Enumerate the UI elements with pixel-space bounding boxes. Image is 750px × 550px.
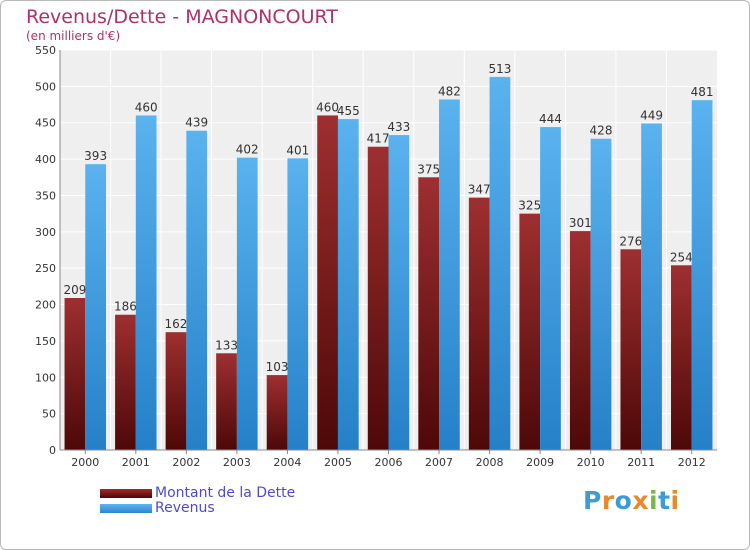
data-label-revenus: 401	[286, 143, 309, 157]
x-tick-label: 2000	[71, 456, 99, 469]
y-tick-label: 500	[35, 80, 56, 93]
bar-dette	[671, 265, 692, 450]
bar-revenus	[691, 100, 713, 450]
x-tick-label: 2001	[122, 456, 150, 469]
data-label-dette: 133	[215, 338, 238, 352]
legend-swatch-dette	[100, 489, 152, 498]
x-tick-label: 2003	[223, 456, 251, 469]
bar-revenus	[641, 123, 662, 451]
y-tick-label: 300	[35, 226, 56, 239]
data-label-dette: 375	[417, 162, 440, 176]
data-label-revenus: 444	[539, 112, 562, 126]
data-label-revenus: 393	[84, 149, 107, 163]
logo-letter: i	[649, 486, 659, 515]
data-label-dette: 209	[63, 283, 86, 297]
legend-label-revenus: Revenus	[155, 500, 215, 516]
data-label-revenus: 460	[135, 100, 158, 114]
bar-dette	[569, 231, 591, 450]
x-tick-label: 2009	[526, 456, 554, 469]
bar-dette	[418, 177, 440, 451]
bar-revenus	[439, 99, 460, 451]
x-tick-label: 2005	[324, 456, 352, 469]
y-tick-label: 250	[35, 262, 56, 275]
data-label-dette: 186	[114, 300, 137, 314]
bar-revenus	[388, 135, 410, 450]
y-tick-label: 50	[42, 408, 56, 421]
x-tick-label: 2008	[476, 456, 504, 469]
data-label-dette: 276	[619, 234, 642, 248]
bar-dette	[115, 314, 136, 450]
y-tick-label: 550	[35, 44, 56, 57]
y-tick-label: 0	[49, 444, 56, 457]
logo-letter: t	[658, 486, 671, 515]
bar-dette	[519, 213, 541, 450]
bar-revenus	[540, 127, 561, 450]
logo-letter: i	[670, 486, 680, 515]
y-tick-label: 150	[35, 335, 56, 348]
bar-dette	[64, 298, 86, 450]
data-label-revenus: 482	[438, 84, 461, 98]
data-label-revenus: 402	[236, 143, 259, 157]
x-tick-label: 2006	[375, 456, 403, 469]
bar-revenus	[236, 157, 258, 451]
data-label-dette: 301	[569, 216, 592, 230]
x-tick-label: 2010	[577, 456, 605, 469]
bar-revenus	[135, 115, 157, 451]
bar-dette	[367, 146, 389, 450]
y-tick-label: 100	[35, 371, 56, 384]
bar-dette	[620, 249, 642, 450]
y-tick-label: 350	[35, 189, 56, 202]
legend-swatch-revenus	[100, 504, 152, 513]
bar-dette	[216, 353, 237, 450]
chart-subtitle: (en milliers d'€)	[26, 29, 121, 43]
data-label-dette: 417	[367, 132, 390, 146]
data-label-revenus: 449	[640, 108, 663, 122]
y-tick-label: 450	[35, 117, 56, 130]
bar-dette	[266, 375, 288, 450]
data-label-dette: 162	[165, 317, 188, 331]
x-tick-label: 2011	[627, 456, 655, 469]
data-label-revenus: 433	[387, 120, 410, 134]
x-tick-label: 2012	[678, 456, 706, 469]
data-label-dette: 103	[266, 360, 289, 374]
bar-revenus	[590, 138, 612, 450]
y-tick-label: 400	[35, 153, 56, 166]
bar-revenus	[85, 164, 106, 450]
bar-revenus	[337, 119, 359, 450]
data-label-revenus: 513	[488, 62, 511, 76]
data-label-dette: 347	[468, 183, 491, 197]
bar-revenus	[186, 130, 208, 450]
logo-letter: x	[632, 486, 649, 515]
data-label-revenus: 481	[691, 85, 714, 99]
bar-revenus	[489, 76, 511, 450]
x-tick-label: 2004	[273, 456, 301, 469]
data-label-revenus: 439	[185, 116, 208, 130]
bar-dette	[317, 115, 338, 451]
bar-revenus	[287, 158, 309, 450]
data-label-dette: 460	[316, 100, 339, 114]
logo-letter: o	[614, 486, 633, 515]
bar-dette	[165, 332, 187, 450]
bar-dette	[468, 197, 490, 450]
x-tick-label: 2002	[172, 456, 200, 469]
x-tick-label: 2007	[425, 456, 453, 469]
data-label-dette: 325	[518, 199, 541, 213]
logo-letter: r	[601, 486, 615, 515]
legend-label-dette: Montant de la Dette	[155, 485, 296, 501]
data-label-revenus: 428	[590, 124, 613, 138]
proxiti-logo: Proxiti	[583, 486, 680, 515]
data-label-dette: 254	[670, 250, 693, 264]
y-tick-label: 200	[35, 299, 56, 312]
data-label-revenus: 455	[337, 104, 360, 118]
chart-title: Revenus/Dette - MAGNONCOURT	[26, 6, 338, 28]
logo-letter: P	[583, 486, 602, 515]
